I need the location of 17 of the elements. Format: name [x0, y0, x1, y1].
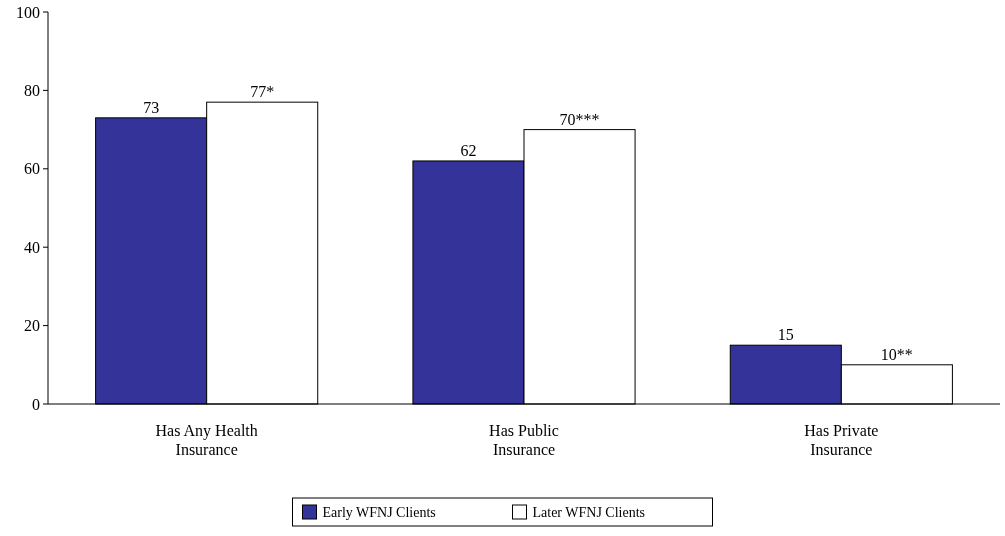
data-label: 77* — [250, 83, 275, 101]
x-tick-label: Has Private Insurance — [804, 422, 879, 458]
y-tick-label: 40 — [24, 238, 40, 256]
y-tick-label: 0 — [32, 395, 40, 413]
data-label: 10** — [880, 345, 913, 363]
legend-label: Early WFNJ Clients — [322, 504, 436, 520]
y-tick-label: 60 — [24, 160, 40, 178]
data-label: 15 — [777, 326, 794, 344]
legend-label: Later WFNJ Clients — [532, 504, 646, 520]
y-tick-label: 20 — [24, 317, 40, 335]
y-tick-label: 100 — [16, 3, 40, 21]
x-tick-label: Has Any Health Insurance — [155, 422, 258, 458]
data-label: 70*** — [559, 110, 600, 128]
data-label: 73 — [143, 98, 160, 116]
data-label: 62 — [460, 141, 477, 159]
y-tick-label: 80 — [24, 82, 40, 99]
x-tick-label: Has Public Insurance — [489, 422, 559, 458]
